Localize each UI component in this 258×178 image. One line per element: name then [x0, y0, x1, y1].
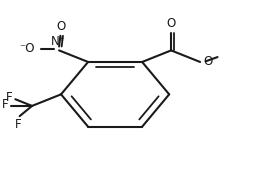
Text: F: F — [15, 118, 21, 131]
Text: O: O — [56, 20, 65, 33]
Text: O: O — [203, 55, 212, 68]
Text: ⁻O: ⁻O — [19, 42, 34, 55]
Text: N⁺: N⁺ — [51, 35, 66, 48]
Text: O: O — [167, 17, 176, 30]
Text: F: F — [6, 91, 12, 104]
Text: F: F — [2, 98, 8, 111]
